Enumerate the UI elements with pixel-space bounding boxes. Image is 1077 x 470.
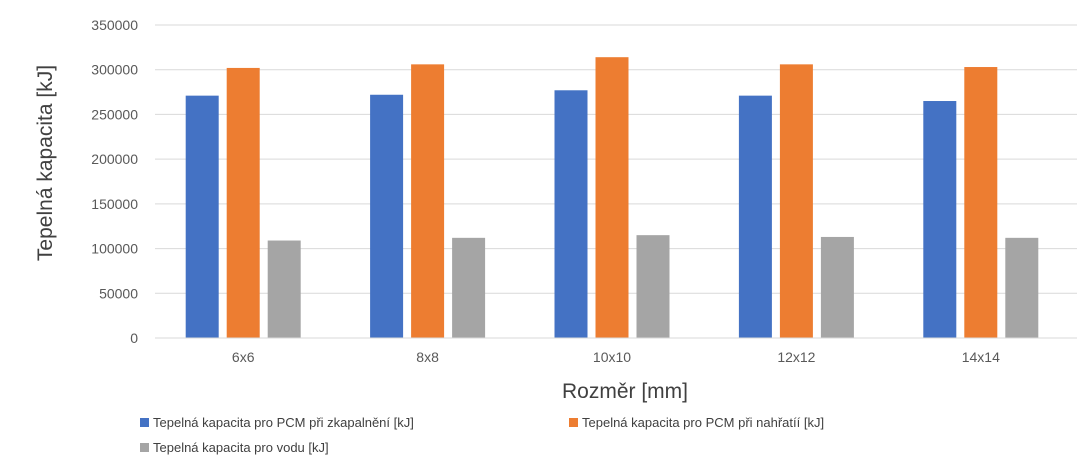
bar [738,95,772,338]
y-tick-label: 0 [130,330,138,346]
x-axis-ticks: 6x6 8x8 10x10 12x12 14x14 [232,349,1000,365]
bar [779,64,813,338]
legend-label: Tepelná kapacita pro PCM při nahřatíí [k… [582,415,824,430]
bar [923,101,957,338]
legend: Tepelná kapacita pro PCM při zkapalnění … [140,415,824,455]
bar [452,237,486,338]
bar [1005,237,1039,338]
y-tick-label: 200000 [91,151,138,167]
legend-swatch [569,418,578,427]
bar [964,67,998,338]
legend-label: Tepelná kapacita pro vodu [kJ] [153,440,329,455]
y-tick-label: 100000 [91,241,138,257]
y-tick-label: 150000 [91,196,138,212]
x-tick-label: 12x12 [777,349,815,365]
bar [411,64,445,338]
bar [554,90,588,338]
x-tick-label: 8x8 [416,349,439,365]
bar [185,95,219,338]
bar [226,67,260,338]
bar [595,57,629,339]
legend-label: Tepelná kapacita pro PCM při zkapalnění … [153,415,414,430]
bars [185,57,1039,339]
y-tick-label: 250000 [91,106,138,122]
x-tick-label: 6x6 [232,349,255,365]
y-axis-label: Tepelná kapacita [kJ] [34,65,57,261]
bar [636,235,670,338]
bar [370,94,404,338]
legend-swatch [140,418,149,427]
y-axis-ticks: 0 50000 100000 150000 200000 250000 300000 3500… [91,17,138,346]
bar [820,236,854,338]
y-tick-label: 50000 [99,285,138,301]
y-tick-label: 300000 [91,62,138,78]
x-axis-label: Rozměr [mm] [562,380,688,403]
x-tick-label: 10x10 [593,349,631,365]
y-tick-label: 350000 [91,17,138,33]
bar [267,240,301,338]
x-tick-label: 14x14 [962,349,1000,365]
legend-swatch [140,443,149,452]
